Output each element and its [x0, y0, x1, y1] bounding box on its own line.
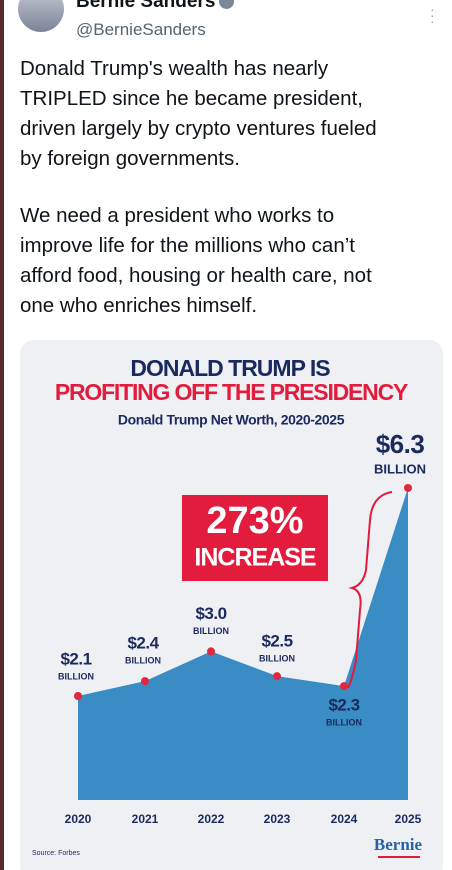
- area: [78, 487, 408, 800]
- tweet-line: by foreign governments.: [20, 147, 240, 170]
- value-label: $3.0: [195, 604, 226, 623]
- tweet-line: We need a president who works to: [20, 204, 335, 227]
- tweet-line: TRIPLED since he became president,: [20, 87, 363, 110]
- verified-badge: [219, 0, 235, 10]
- author-name-text[interactable]: Bernie Sanders: [76, 0, 216, 12]
- tweet-line: one who enriches himself.: [20, 294, 258, 317]
- annotation-text: INCREASE: [194, 544, 316, 572]
- author-handle[interactable]: @BernieSanders: [76, 20, 206, 39]
- data-point: [273, 672, 281, 681]
- more-menu[interactable]: · · ·: [430, 1, 435, 29]
- brace: [347, 491, 393, 689]
- value-label: $2.1: [60, 649, 91, 668]
- value-unit: BILLION: [326, 717, 362, 727]
- chart-title: DONALD TRUMP IS: [130, 355, 330, 381]
- window-edge: [0, 0, 4, 870]
- annotation-number: 273%: [206, 500, 303, 542]
- logo: Bernie: [374, 835, 423, 854]
- data-point: [404, 483, 412, 492]
- author-name[interactable]: Bernie Sanders: [76, 0, 235, 13]
- x-tick-label: 2020: [65, 812, 92, 826]
- tweet-line: improve life for the millions who can’t: [20, 234, 355, 257]
- value-unit: BILLION: [58, 671, 94, 681]
- x-tick-label: 2021: [132, 812, 159, 826]
- tweet-line: driven largely by crypto ventures fueled: [20, 117, 377, 140]
- tweet-paragraph: We need a president who works to improve …: [20, 201, 377, 321]
- tweet-line: afford food, housing or health care, not: [20, 264, 372, 287]
- tweet-text: Donald Trump's wealth has nearly TRIPLED …: [20, 54, 377, 348]
- x-tick-label: 2022: [198, 812, 225, 826]
- source: Source: Forbes: [32, 850, 80, 857]
- value-label: $6.3: [376, 429, 425, 459]
- value-label: $2.5: [261, 632, 292, 651]
- data-point: [207, 647, 215, 656]
- value-unit: BILLION: [374, 461, 426, 476]
- data-point: [141, 677, 149, 686]
- chart-title-highlight: PROFITING OFF THE PRESIDENCY: [55, 379, 408, 405]
- value-unit: BILLION: [193, 626, 229, 636]
- value-label: $2.3: [328, 696, 359, 715]
- chart-subtitle: Donald Trump Net Worth, 2020-2025: [118, 412, 345, 428]
- value-unit: BILLION: [259, 654, 295, 664]
- x-tick-label: 2023: [264, 812, 291, 826]
- x-tick-label: 2025: [395, 812, 422, 826]
- x-tick-label: 2024: [331, 812, 358, 826]
- tweet-line: Donald Trump's wealth has nearly: [20, 57, 329, 80]
- value-unit: BILLION: [125, 656, 161, 666]
- data-point: [74, 691, 82, 700]
- tweet-paragraph: Donald Trump's wealth has nearly TRIPLED …: [20, 54, 377, 174]
- annotation-box: [182, 495, 328, 581]
- value-label: $2.4: [127, 634, 159, 653]
- data-point: [340, 682, 348, 691]
